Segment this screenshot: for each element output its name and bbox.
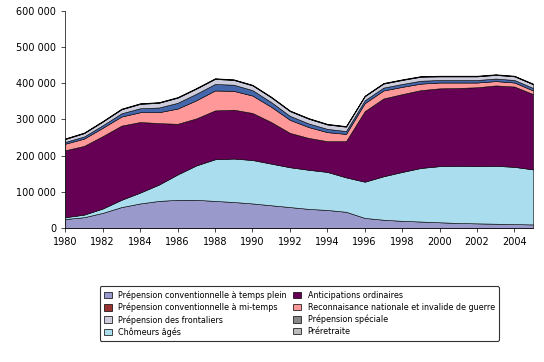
Legend: Prépension conventionnelle à temps plein, Prépension conventionnelle à mi-temps,: Prépension conventionnelle à temps plein… (100, 286, 499, 341)
